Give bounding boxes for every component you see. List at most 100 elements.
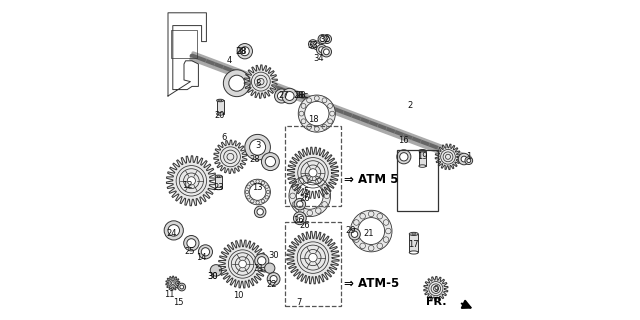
Text: 4: 4 [226, 56, 232, 65]
Circle shape [330, 111, 335, 116]
Circle shape [307, 98, 312, 103]
Text: 6: 6 [221, 133, 227, 142]
Text: 5: 5 [303, 188, 308, 196]
Circle shape [307, 210, 312, 216]
Text: 33: 33 [308, 41, 318, 50]
Circle shape [257, 257, 266, 265]
Circle shape [210, 265, 222, 276]
Circle shape [383, 220, 389, 225]
Circle shape [229, 75, 245, 91]
Text: 28: 28 [236, 47, 246, 56]
Circle shape [299, 111, 304, 116]
Ellipse shape [216, 113, 224, 115]
Circle shape [314, 126, 319, 132]
Text: 22: 22 [266, 280, 276, 289]
Circle shape [265, 185, 268, 188]
Circle shape [278, 92, 286, 100]
Circle shape [322, 98, 327, 103]
Circle shape [265, 263, 275, 273]
Text: 31: 31 [253, 264, 264, 273]
Text: 30: 30 [207, 272, 218, 281]
Circle shape [351, 228, 357, 234]
Circle shape [321, 47, 332, 57]
Text: 26: 26 [300, 194, 310, 203]
Text: 10: 10 [233, 292, 244, 300]
Circle shape [261, 199, 264, 203]
Circle shape [351, 231, 358, 237]
Circle shape [261, 181, 264, 185]
Text: 17: 17 [408, 240, 419, 249]
Circle shape [289, 175, 331, 217]
Text: 26: 26 [293, 216, 303, 225]
Circle shape [254, 206, 266, 218]
Circle shape [377, 213, 383, 219]
Ellipse shape [215, 187, 222, 190]
Circle shape [292, 185, 298, 190]
Circle shape [247, 196, 250, 199]
Bar [285, 222, 341, 306]
Polygon shape [219, 240, 266, 288]
Circle shape [251, 181, 254, 185]
Ellipse shape [421, 150, 424, 151]
Circle shape [322, 185, 328, 190]
Circle shape [349, 228, 360, 240]
Circle shape [187, 239, 196, 248]
Circle shape [377, 243, 383, 249]
Polygon shape [166, 276, 180, 290]
Circle shape [307, 176, 312, 181]
Text: 14: 14 [196, 253, 207, 262]
Circle shape [237, 44, 253, 59]
Circle shape [241, 47, 250, 56]
Text: 3: 3 [255, 141, 260, 150]
Ellipse shape [219, 100, 221, 101]
Polygon shape [435, 144, 461, 170]
Circle shape [275, 89, 289, 103]
Circle shape [256, 201, 259, 204]
Circle shape [245, 134, 271, 160]
Circle shape [323, 49, 329, 55]
Ellipse shape [412, 233, 416, 235]
Circle shape [353, 237, 359, 242]
Bar [410, 234, 419, 252]
Circle shape [461, 156, 467, 162]
Circle shape [256, 180, 259, 183]
Text: 2: 2 [407, 101, 412, 110]
Circle shape [397, 150, 411, 164]
Circle shape [292, 202, 298, 207]
Circle shape [164, 221, 184, 240]
Circle shape [184, 236, 199, 251]
Circle shape [297, 201, 303, 207]
Circle shape [315, 43, 320, 48]
Text: 1: 1 [466, 152, 472, 161]
Bar [172, 30, 197, 58]
Polygon shape [244, 65, 277, 98]
Polygon shape [214, 140, 247, 173]
Circle shape [250, 139, 266, 155]
Circle shape [383, 237, 389, 242]
Circle shape [458, 153, 470, 165]
Ellipse shape [217, 176, 220, 177]
Circle shape [353, 220, 359, 225]
Circle shape [298, 208, 304, 213]
Ellipse shape [215, 175, 222, 178]
Circle shape [245, 179, 271, 205]
Text: 29: 29 [346, 226, 356, 235]
Circle shape [307, 124, 312, 129]
Circle shape [262, 153, 279, 171]
Text: 32: 32 [319, 36, 330, 44]
Bar [215, 176, 222, 188]
Circle shape [322, 202, 328, 207]
Circle shape [369, 245, 374, 251]
Circle shape [178, 283, 186, 291]
Text: 28: 28 [237, 47, 247, 56]
Ellipse shape [410, 251, 419, 254]
Text: 8: 8 [255, 79, 260, 88]
Circle shape [268, 273, 280, 285]
Text: 18: 18 [308, 116, 319, 124]
Text: 15: 15 [173, 298, 184, 307]
Polygon shape [287, 147, 339, 198]
Circle shape [313, 41, 322, 50]
Circle shape [351, 210, 392, 252]
Circle shape [322, 124, 327, 129]
Circle shape [465, 157, 472, 164]
